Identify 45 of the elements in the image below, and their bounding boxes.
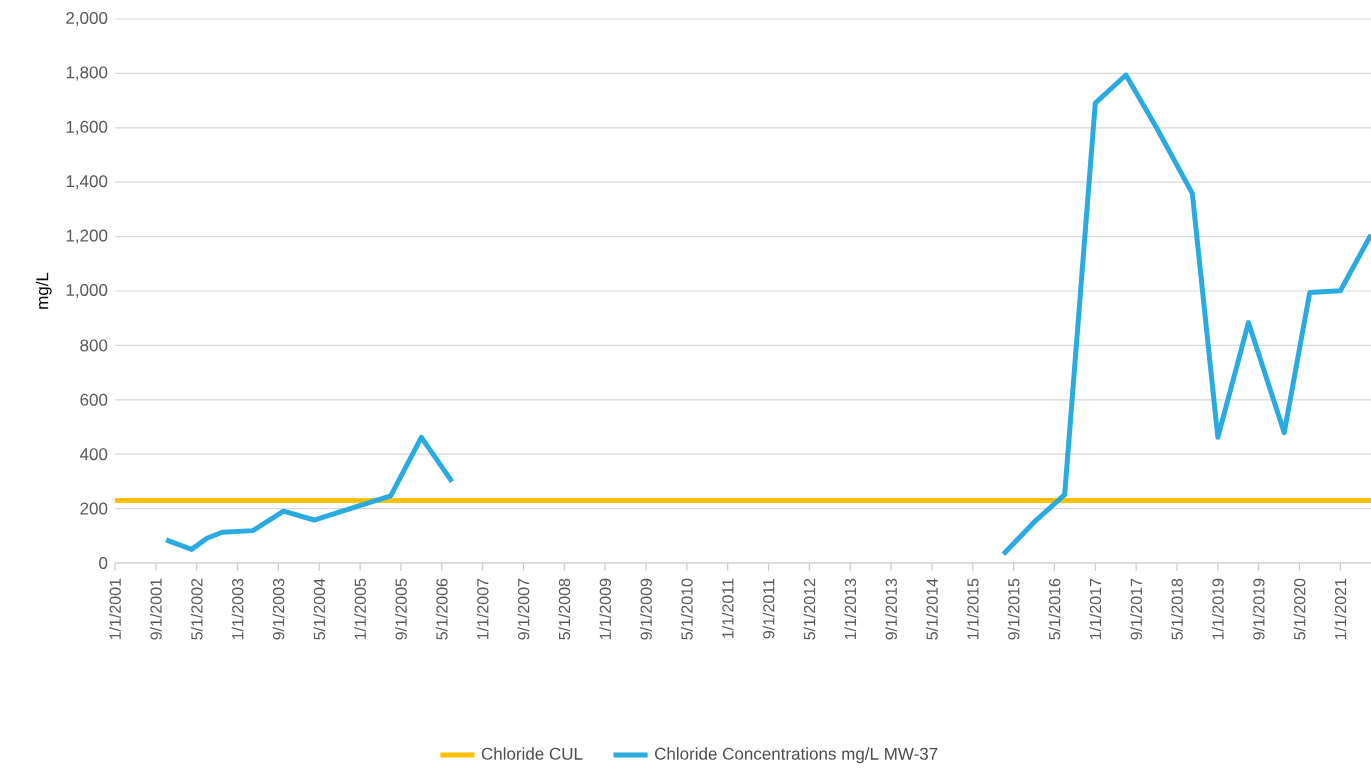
y-tick-label: 200 (80, 502, 108, 515)
x-tick-label: 9/1/2009 (640, 578, 652, 640)
y-tick-label: 1,800 (66, 66, 108, 81)
x-tick-label: 5/1/2010 (680, 578, 693, 640)
x-tick-label: 5/1/2020 (1293, 578, 1306, 640)
legend-label: Chloride CUL (481, 747, 583, 760)
x-tick-label: 9/1/2019 (1252, 578, 1265, 640)
x-tick-label: 9/1/2001 (149, 578, 162, 640)
y-tick-label: 0 (99, 556, 108, 569)
y-tick-label: 800 (80, 339, 108, 352)
x-tick-label: 9/1/2017 (1130, 578, 1143, 640)
x-tick-label: 9/1/2015 (1007, 578, 1020, 640)
x-tick-label: 5/1/2012 (803, 578, 816, 640)
x-tick-label: 9/1/2005 (395, 578, 407, 640)
y-tick-label: 400 (79, 448, 108, 461)
x-tick-label: 1/1/2009 (599, 578, 612, 640)
x-tick-label: 9/1/2013 (885, 578, 897, 640)
y-axis-title: mg/L (35, 272, 52, 309)
x-tick-label: 5/1/2006 (435, 578, 448, 640)
x-tick-label: 1/1/2005 (354, 578, 366, 640)
x-tick-label: 1/1/2015 (966, 578, 979, 640)
x-tick-label: 9/1/2003 (272, 578, 285, 640)
x-tick-label: 5/1/2008 (558, 578, 571, 640)
y-tick-label: 1,200 (66, 229, 108, 244)
y-tick-label: 600 (80, 393, 108, 406)
x-tick-label: 1/1/2019 (1211, 578, 1224, 640)
y-tick-label: 1,000 (66, 283, 108, 298)
x-tick-label: 5/1/2014 (926, 578, 938, 640)
x-tick-label: 1/1/2003 (231, 578, 244, 640)
x-tick-label: 1/1/2017 (1089, 578, 1102, 640)
x-tick-label: 1/1/2007 (476, 578, 489, 640)
x-tick-label: 1/1/2001 (109, 578, 121, 640)
y-tick-label: 2,000 (66, 11, 108, 26)
x-tick-label: 1/1/2021 (1334, 578, 1347, 640)
x-tick-label: 5/1/2004 (313, 578, 326, 640)
x-tick-label: 1/1/2013 (844, 578, 857, 640)
x-tick-label: 5/1/2002 (190, 578, 203, 640)
x-tick-label: 1/1/2011 (721, 578, 734, 638)
x-tick-label: 9/1/2007 (517, 578, 530, 640)
y-tick-label: 1,600 (66, 120, 108, 135)
y-tick-label: 1,400 (66, 175, 108, 190)
x-tick-label: 9/1/2011 (762, 578, 775, 639)
legend-label: Chloride Concentrations mg/L MW-37 (655, 747, 938, 764)
x-tick-label: 5/1/2018 (1171, 578, 1183, 640)
x-tick-label: 5/1/2016 (1048, 578, 1061, 640)
